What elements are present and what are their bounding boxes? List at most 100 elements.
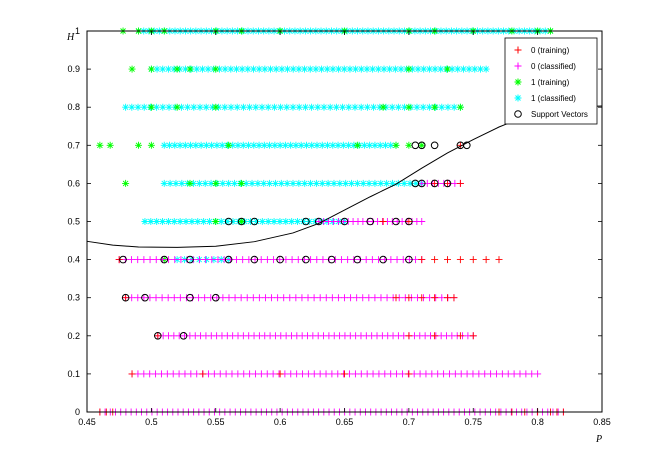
plus-point <box>276 256 284 264</box>
star-point <box>202 141 210 149</box>
star-point <box>318 179 326 187</box>
legend-marker-plus-red <box>514 46 522 54</box>
y-tick-label: 0.9 <box>67 64 80 74</box>
plus-point <box>210 370 218 378</box>
star-point <box>208 141 216 149</box>
star-point <box>153 218 161 225</box>
plus-point <box>226 256 234 264</box>
star-point <box>388 103 396 111</box>
star-point <box>301 65 309 73</box>
plus-point <box>381 370 389 378</box>
plus-point <box>398 370 406 378</box>
star-point <box>238 218 245 225</box>
support-vector-point <box>417 141 426 150</box>
star-point <box>370 103 378 111</box>
star-point <box>431 65 439 73</box>
support-vector-point <box>224 255 233 264</box>
plus-point <box>528 370 536 378</box>
star-point <box>194 218 202 225</box>
plus-point <box>405 370 413 378</box>
x-tick-label: 0.5 <box>145 417 158 427</box>
plus-point <box>177 256 185 264</box>
plus-point <box>482 256 490 264</box>
plus-point <box>375 370 383 378</box>
plus-point <box>240 370 248 378</box>
plus-point <box>257 256 265 264</box>
ticks-layer: 0.45 0.5 0.55 0.6 0.65 0.7 0.75 0.8 0.85 0 0.1 0.2 0… <box>67 26 610 427</box>
support-vector-point <box>417 179 426 188</box>
plus-point <box>164 294 172 302</box>
star-point <box>448 65 456 73</box>
star-point <box>147 141 155 149</box>
plus-point <box>207 294 215 302</box>
star-point <box>173 65 181 73</box>
star-point <box>141 218 149 225</box>
legend-item-0-classified: 0 (classified) <box>514 62 576 71</box>
plus-point <box>377 294 385 302</box>
star-point <box>413 103 421 111</box>
support-vector-point <box>211 293 220 302</box>
star-point <box>323 65 331 73</box>
legend-label: Support Vectors <box>531 110 588 119</box>
support-vector-point <box>121 293 130 302</box>
plus-point <box>255 294 263 302</box>
star-point <box>369 65 377 73</box>
plus-point <box>228 370 236 378</box>
support-vector-point <box>405 255 413 264</box>
star-point <box>266 141 274 149</box>
plus-point <box>341 370 348 378</box>
plus-point <box>134 256 142 264</box>
star-point <box>128 103 136 111</box>
star-point <box>380 65 388 73</box>
plus-point <box>115 256 123 264</box>
plus-point <box>463 370 471 378</box>
plus-point <box>371 294 379 302</box>
star-point <box>431 103 439 111</box>
star-point <box>339 141 347 149</box>
plus-point <box>193 370 201 378</box>
plus-point <box>157 370 165 378</box>
star-point <box>346 65 354 73</box>
plus-point <box>440 370 448 378</box>
plus-point <box>146 294 154 302</box>
plus-point <box>368 256 376 264</box>
plus-point <box>202 256 210 264</box>
plus-point <box>444 179 451 187</box>
plus-point <box>444 294 451 302</box>
support-vector-point <box>141 293 149 302</box>
star-point <box>444 103 452 111</box>
star-point <box>312 179 320 187</box>
star-point <box>250 65 257 73</box>
plus-point <box>381 256 389 264</box>
star-point <box>170 218 178 225</box>
star-point <box>195 179 203 187</box>
support-vector-point <box>302 255 310 264</box>
star-point <box>350 141 358 149</box>
star-point <box>289 103 297 111</box>
star-point <box>363 65 371 73</box>
legend-item-0-training: 0 (training) <box>514 46 570 55</box>
star-point <box>301 103 309 111</box>
plus-point <box>353 294 361 302</box>
star-point <box>363 103 371 111</box>
plus-point <box>322 294 330 302</box>
plus-point <box>219 294 227 302</box>
plus-point <box>286 294 294 302</box>
star-point <box>318 141 326 149</box>
star-point <box>153 65 161 73</box>
star-point <box>301 179 309 187</box>
plus-point <box>316 294 324 302</box>
plus-point <box>225 294 233 302</box>
plus-point <box>418 218 426 225</box>
star-point <box>246 103 254 111</box>
star-point <box>135 141 142 149</box>
star-point <box>264 103 272 111</box>
plus-point <box>152 370 160 378</box>
star-point <box>308 103 316 111</box>
star-point <box>379 103 387 111</box>
star-point <box>200 218 208 225</box>
plus-point <box>469 256 477 264</box>
star-point <box>276 218 284 225</box>
series-support-vectors <box>119 141 471 340</box>
star-point <box>122 103 130 111</box>
